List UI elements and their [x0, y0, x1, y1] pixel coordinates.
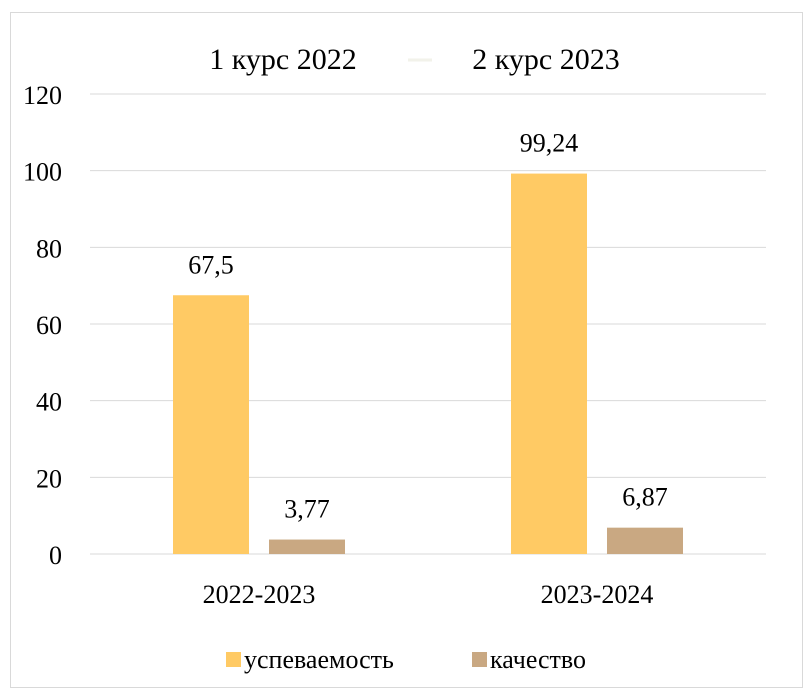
y-tick-label: 40 [36, 388, 62, 417]
bar-uspevaemost [511, 173, 587, 554]
y-axis-ticks: 0 20 40 60 80 100 120 [23, 81, 62, 570]
bar-uspevaemost [173, 295, 249, 554]
x-tick-label: 2023-2024 [541, 580, 654, 609]
legend-label: качество [490, 645, 586, 674]
bar-kachestvo [607, 527, 683, 554]
y-tick-label: 120 [23, 81, 62, 110]
x-axis-ticks: 2022-2023 2023-2024 [203, 580, 654, 609]
data-label: 99,24 [520, 129, 579, 158]
data-label: 6,87 [622, 483, 668, 512]
data-labels: 67,5 3,77 99,24 6,87 [188, 129, 668, 524]
y-tick-label: 20 [36, 464, 62, 493]
bar-kachestvo [269, 539, 345, 554]
data-label: 3,77 [284, 495, 330, 524]
legend-swatch [226, 652, 241, 667]
chart-title: 1 курс 2022 [209, 43, 356, 76]
legend-label: успеваемость [244, 645, 394, 674]
bars [173, 173, 683, 554]
x-tick-label: 2022-2023 [203, 580, 316, 609]
y-tick-label: 80 [36, 234, 62, 263]
data-label: 67,5 [188, 250, 234, 279]
chart-frame [10, 12, 803, 688]
legend-swatch [472, 652, 487, 667]
chart-title-secondary: 2 курс 2023 [472, 43, 619, 76]
y-tick-label: 100 [23, 158, 62, 187]
legend: успеваемость качество [226, 645, 586, 674]
y-tick-label: 60 [36, 311, 62, 340]
y-tick-label: 0 [49, 541, 62, 570]
